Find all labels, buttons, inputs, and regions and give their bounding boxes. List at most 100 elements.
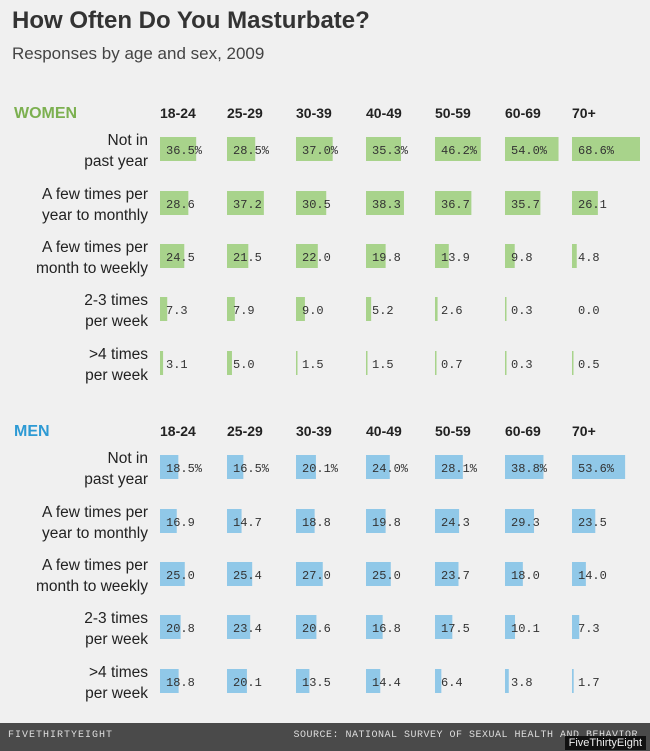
data-bar <box>505 351 507 375</box>
data-label: 0.7 <box>441 358 463 372</box>
age-header: 25-29 <box>227 105 263 121</box>
data-bar <box>296 137 333 161</box>
data-bar <box>435 562 459 586</box>
data-label: 38.3 <box>372 198 401 212</box>
age-header: 18-24 <box>160 105 196 121</box>
chart-subtitle: Responses by age and sex, 2009 <box>12 44 265 63</box>
data-label: 68.6% <box>578 144 615 158</box>
data-bar <box>435 297 438 321</box>
data-label: 18.8 <box>302 516 331 530</box>
data-label: 14.4 <box>372 676 401 690</box>
data-label: 20.8 <box>166 622 195 636</box>
credit-badge: FiveThirtyEight <box>564 736 646 750</box>
data-label: 0.3 <box>511 304 533 318</box>
data-label: 20.1 <box>233 676 262 690</box>
row-label-line: per week <box>85 631 148 648</box>
data-bar <box>435 244 449 268</box>
data-bar <box>227 137 256 161</box>
data-label: 28.6 <box>166 198 195 212</box>
data-bar <box>227 669 247 693</box>
data-bar <box>227 509 242 533</box>
data-label: 19.8 <box>372 251 401 265</box>
group-label-men: MEN <box>14 423 50 440</box>
data-label: 7.3 <box>166 304 188 318</box>
age-header: 50-59 <box>435 105 471 121</box>
data-label: 0.5 <box>578 358 600 372</box>
footer-source: SOURCE: NATIONAL SURVEY OF SEXUAL HEALTH… <box>293 730 638 741</box>
data-bar <box>366 455 390 479</box>
data-label: 1.5 <box>302 358 324 372</box>
row-label-line: >4 times <box>89 664 148 681</box>
data-bar <box>366 562 391 586</box>
data-label: 6.4 <box>441 676 463 690</box>
data-label: 16.9 <box>166 516 195 530</box>
data-bar <box>435 455 463 479</box>
data-bar <box>227 191 264 215</box>
data-label: 5.2 <box>372 304 394 318</box>
data-label: 35.3% <box>372 144 409 158</box>
data-bar <box>505 244 515 268</box>
age-header: 50-59 <box>435 423 471 439</box>
data-bar <box>366 244 386 268</box>
data-label: 7.9 <box>233 304 255 318</box>
age-header: 18-24 <box>160 423 196 439</box>
data-bar <box>296 455 316 479</box>
data-label: 20.1% <box>302 462 339 476</box>
data-bar <box>435 615 453 639</box>
data-bar <box>366 137 401 161</box>
data-bar <box>505 455 544 479</box>
data-label: 13.5 <box>302 676 331 690</box>
data-bar <box>160 244 185 268</box>
data-label: 22.0 <box>302 251 331 265</box>
data-label: 1.7 <box>578 676 600 690</box>
row-label-line: A few times per <box>42 504 148 521</box>
data-bar <box>160 562 185 586</box>
data-label: 1.5 <box>372 358 394 372</box>
data-label: 14.0 <box>578 569 607 583</box>
footer-logo: FIVETHIRTYEIGHT <box>8 730 114 741</box>
data-bar <box>366 615 383 639</box>
data-label: 27.0 <box>302 569 331 583</box>
data-bar <box>296 244 318 268</box>
data-label: 20.6 <box>302 622 331 636</box>
age-header: 25-29 <box>227 423 263 439</box>
age-header: 30-39 <box>296 423 332 439</box>
data-label: 23.5 <box>578 516 607 530</box>
data-label: 18.5% <box>166 462 203 476</box>
data-bar <box>572 562 586 586</box>
data-bar <box>160 455 179 479</box>
row-label-line: >4 times <box>89 346 148 363</box>
data-bar <box>227 297 235 321</box>
row-label-line: Not in <box>108 132 149 149</box>
row-label-line: 2-3 times <box>84 610 148 627</box>
data-bar <box>296 669 310 693</box>
data-label: 28.1% <box>441 462 478 476</box>
data-label: 18.0 <box>511 569 540 583</box>
footer-bar: FIVETHIRTYEIGHT SOURCE: NATIONAL SURVEY … <box>0 723 650 751</box>
row-label-line: year to monthly <box>42 525 148 542</box>
group-label-women: WOMEN <box>14 105 77 122</box>
row-label-line: year to monthly <box>42 207 148 224</box>
data-label: 7.3 <box>578 622 600 636</box>
data-bar <box>572 137 640 161</box>
data-bar <box>572 191 598 215</box>
row-label-line: per week <box>85 685 148 702</box>
data-label: 10.1 <box>511 622 540 636</box>
data-label: 3.1 <box>166 358 188 372</box>
age-header: 60-69 <box>505 105 541 121</box>
data-bar <box>296 351 298 375</box>
data-label: 28.5% <box>233 144 270 158</box>
data-bar <box>572 669 574 693</box>
row-label-line: past year <box>84 471 148 488</box>
data-bar <box>160 191 189 215</box>
data-bar <box>296 562 323 586</box>
data-label: 24.3 <box>441 516 470 530</box>
data-bar <box>435 351 437 375</box>
data-label: 36.7 <box>441 198 470 212</box>
data-label: 29.3 <box>511 516 540 530</box>
data-label: 24.5 <box>166 251 195 265</box>
age-header: 70+ <box>572 105 596 121</box>
data-label: 3.8 <box>511 676 533 690</box>
age-header: 40-49 <box>366 423 402 439</box>
data-label: 18.8 <box>166 676 195 690</box>
